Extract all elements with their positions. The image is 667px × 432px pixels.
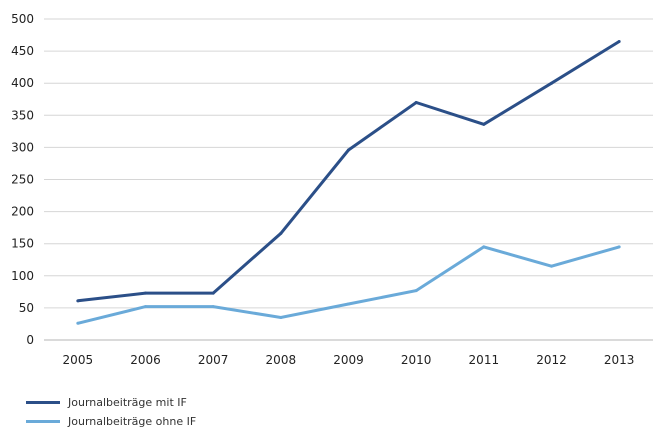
y-tick-label: 200 — [11, 205, 34, 219]
y-tick-label: 50 — [19, 301, 34, 315]
data-point — [347, 302, 350, 306]
x-tick-label: 2006 — [130, 353, 161, 367]
data-point — [347, 148, 350, 152]
data-point — [617, 245, 621, 249]
y-tick-label: 150 — [11, 237, 34, 251]
y-tick-label: 100 — [11, 269, 34, 283]
x-tick-label: 2010 — [401, 353, 432, 367]
data-point — [550, 264, 553, 268]
data-point — [211, 305, 215, 309]
x-tick-label: 2007 — [198, 353, 229, 367]
data-point — [279, 231, 283, 235]
y-tick-label: 0 — [26, 333, 34, 347]
y-tick-label: 250 — [11, 173, 34, 187]
data-point — [211, 291, 215, 295]
gridlines — [44, 18, 653, 341]
y-tick-label: 300 — [11, 140, 34, 154]
legend-item-mit-if: Journalbeiträge mit IF — [26, 393, 196, 412]
x-tick-label: 2012 — [536, 353, 567, 367]
data-point — [482, 122, 486, 126]
x-tick-label: 2009 — [333, 353, 364, 367]
data-point — [76, 299, 80, 303]
data-point — [144, 305, 147, 309]
x-axis-tick-labels: 2005 2006 2007 2008 2009 2010 2011 2012 2013 — [63, 353, 635, 367]
series-lines — [76, 39, 621, 325]
legend: Journalbeiträge mit IF Journalbeiträge o… — [26, 393, 196, 431]
y-tick-label: 500 — [11, 12, 34, 26]
data-point — [550, 81, 553, 85]
x-tick-label: 2005 — [63, 353, 94, 367]
legend-label-mit-if: Journalbeiträge mit IF — [68, 396, 187, 409]
data-point — [617, 39, 621, 43]
y-tick-label: 450 — [11, 44, 34, 58]
data-point — [76, 321, 80, 325]
x-tick-label: 2008 — [266, 353, 297, 367]
data-point — [414, 100, 418, 104]
series-line-ohne-if — [77, 245, 620, 325]
y-tick-label: 350 — [11, 108, 34, 122]
y-axis-tick-labels: 0 50 100 150 200 250 300 350 400 450 500 — [11, 12, 34, 347]
data-point — [144, 291, 147, 295]
data-point — [414, 289, 418, 293]
y-tick-label: 400 — [11, 76, 34, 90]
x-tick-label: 2011 — [469, 353, 500, 367]
legend-item-ohne-if: Journalbeiträge ohne IF — [26, 412, 196, 431]
data-point — [482, 245, 486, 249]
legend-swatch-ohne-if — [26, 420, 60, 423]
legend-label-ohne-if: Journalbeiträge ohne IF — [68, 415, 197, 428]
legend-swatch-mit-if — [26, 401, 60, 404]
x-tick-label: 2013 — [604, 353, 635, 367]
data-point — [279, 316, 283, 320]
